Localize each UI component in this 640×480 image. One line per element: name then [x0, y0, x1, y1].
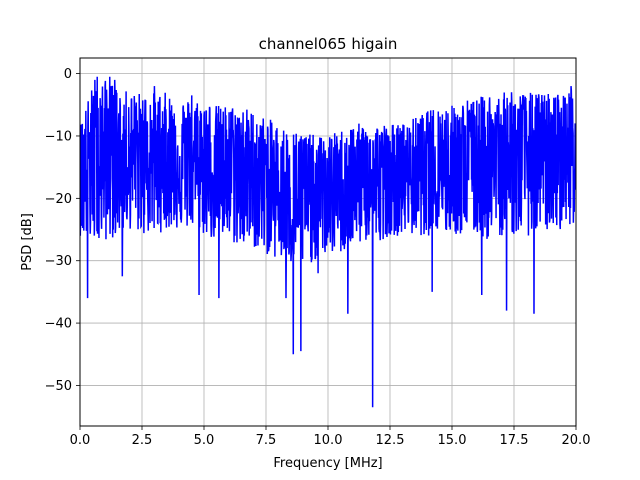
x-tick-label: 2.5: [132, 433, 153, 448]
x-tick-label: 12.5: [376, 433, 405, 448]
chart-title: channel065 higain: [259, 35, 398, 53]
y-axis-label: PSD [dB]: [20, 213, 35, 271]
x-axis-label: Frequency [MHz]: [273, 456, 382, 471]
psd-series-line: [80, 76, 576, 408]
y-tick-label: −20: [45, 192, 72, 207]
y-axis: 0 −10 −20 −30 −40 −50: [45, 67, 80, 394]
y-tick-label: −50: [45, 379, 72, 394]
series-layer: [80, 76, 576, 408]
x-tick-label: 15.0: [438, 433, 467, 448]
x-tick-label: 5.0: [194, 433, 215, 448]
y-tick-label: 0: [64, 67, 72, 82]
plot-area: [80, 76, 576, 408]
x-tick-label: 7.5: [256, 433, 277, 448]
x-tick-label: 20.0: [562, 433, 591, 448]
x-tick-label: 17.5: [500, 433, 529, 448]
y-tick-label: −40: [45, 317, 72, 332]
x-tick-label: 0.0: [70, 433, 91, 448]
x-axis: 0.0 2.5 5.0 7.5 10.0 12.5 15.0 17.5 20.0: [70, 426, 591, 448]
y-tick-label: −10: [45, 129, 72, 144]
x-tick-label: 10.0: [314, 433, 343, 448]
y-tick-label: −30: [45, 254, 72, 269]
